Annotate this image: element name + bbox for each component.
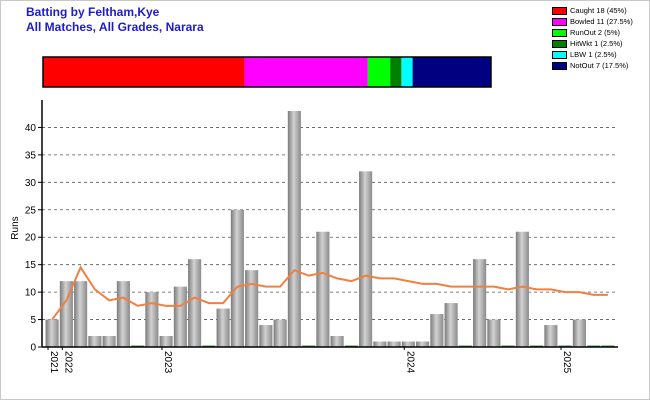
innings-bar [401, 341, 415, 347]
chart-title: Batting by Feltham,Kye [26, 5, 160, 19]
innings-bar [45, 319, 59, 347]
x-year-label: 2024 [404, 351, 415, 374]
legend-item: Caught 18 (45%) [552, 5, 633, 16]
innings-bar [88, 336, 102, 347]
y-tick-label: 25 [25, 205, 37, 216]
innings-bar [316, 231, 330, 347]
legend-label: Caught 18 (45%) [570, 6, 627, 15]
legend: Caught 18 (45%) Bowled 11 (27.5%) RunOut 2… [552, 5, 633, 71]
innings-bar [245, 270, 259, 347]
legend-swatch [552, 61, 567, 70]
chart-subtitle: All Matches, All Grades, Narara [26, 20, 204, 34]
legend-label: NotOut 7 (17.5%) [570, 61, 629, 70]
dismissal-bar-outline [42, 56, 492, 88]
dismissal-segment-bowled [244, 57, 368, 87]
innings-bar [473, 259, 487, 347]
dismissal-segment-caught [43, 57, 245, 87]
legend-item: NotOut 7 (17.5%) [552, 60, 633, 71]
innings-bar [487, 319, 501, 347]
y-tick-label: 15 [25, 260, 37, 271]
innings-bar [230, 209, 244, 347]
innings-bar [273, 319, 287, 347]
innings-bar [173, 286, 187, 347]
legend-swatch [552, 6, 567, 15]
innings-bar [102, 336, 116, 347]
innings-bar [188, 259, 202, 347]
innings-bar [59, 281, 73, 347]
innings-bar [116, 281, 130, 347]
legend-swatch [552, 39, 567, 48]
x-year-label: 2025 [561, 351, 572, 374]
innings-bar [216, 308, 230, 347]
y-tick-label: 0 [30, 343, 36, 354]
x-year-label: 2022 [62, 351, 73, 374]
dismissal-segment-lbw [401, 57, 413, 87]
innings-bar [387, 341, 401, 347]
innings-bar [359, 171, 373, 347]
average-line [51, 265, 608, 321]
dismissal-segment-notout [412, 57, 491, 87]
innings-bar [572, 319, 586, 347]
legend-item: HitWkt 1 (2.5%) [552, 38, 633, 49]
y-tick-label: 40 [25, 123, 37, 134]
legend-label: LBW 1 (2.5%) [570, 50, 617, 59]
legend-item: LBW 1 (2.5%) [552, 49, 633, 60]
x-year-label: 2021 [48, 351, 59, 374]
innings-bar [159, 336, 173, 347]
legend-label: Bowled 11 (27.5%) [570, 17, 633, 26]
dismissal-segment-runout [367, 57, 391, 87]
y-tick-label: 30 [25, 178, 37, 189]
y-tick-label: 10 [25, 288, 37, 299]
legend-label: RunOut 2 (5%) [570, 28, 621, 37]
y-tick-label: 5 [30, 315, 36, 326]
innings-bar [430, 314, 444, 347]
innings-bar [330, 336, 344, 347]
innings-bar [444, 303, 458, 347]
legend-swatch [552, 17, 567, 26]
innings-bar [287, 110, 301, 347]
dismissal-segment-hitwkt [390, 57, 402, 87]
innings-bar [259, 325, 273, 347]
innings-bar [515, 231, 529, 347]
y-tick-label: 35 [25, 150, 37, 161]
legend-item: Bowled 11 (27.5%) [552, 16, 633, 27]
y-axis-label: Runs [10, 216, 21, 239]
innings-bar [145, 292, 159, 347]
x-year-label: 2023 [162, 351, 173, 374]
legend-swatch [552, 28, 567, 37]
legend-label: HitWkt 1 (2.5%) [570, 39, 623, 48]
innings-bar [74, 281, 88, 347]
innings-bar [544, 325, 558, 347]
legend-item: RunOut 2 (5%) [552, 27, 633, 38]
legend-swatch [552, 50, 567, 59]
innings-bar [373, 341, 387, 347]
y-tick-label: 20 [25, 233, 37, 244]
innings-bar [416, 341, 430, 347]
